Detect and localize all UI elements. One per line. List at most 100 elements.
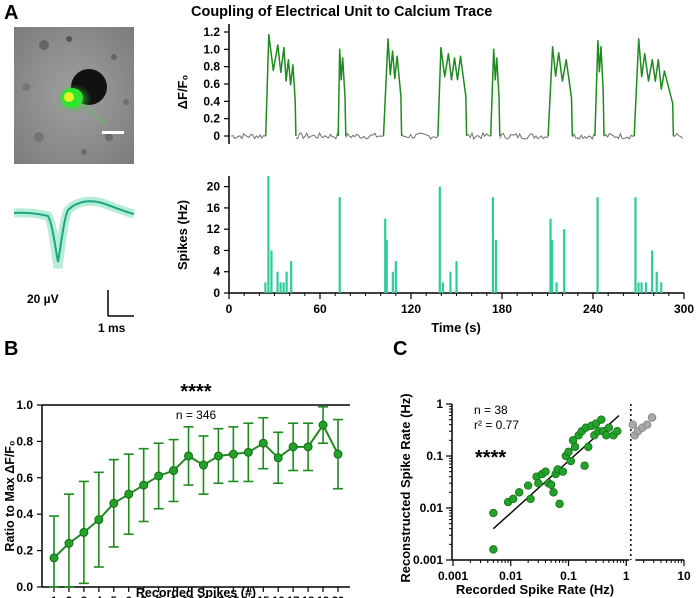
spike-rate-bar bbox=[644, 282, 648, 293]
scatter-point bbox=[570, 442, 580, 452]
x-tick-label: 0.1 bbox=[560, 569, 577, 583]
scatter-point bbox=[514, 488, 524, 497]
x-tick-label: 14 bbox=[242, 595, 255, 598]
scatter-point bbox=[541, 467, 550, 476]
scatter-point bbox=[489, 508, 498, 518]
amplitude-scale-label: 20 µV bbox=[27, 292, 59, 306]
scatter-chart: 0.001 0.01 0.1 1 0.001 0.01 0.1 1 10 Recorded Spi… bbox=[398, 393, 691, 597]
calcium-baseline-segment bbox=[499, 132, 549, 140]
spike-rate-bar bbox=[285, 271, 288, 293]
y-axis-label: Spikes (Hz) bbox=[175, 200, 190, 270]
mean-point bbox=[139, 480, 149, 490]
y-tick-label: 0.1 bbox=[426, 449, 443, 463]
scatter-point bbox=[604, 423, 614, 432]
x-tick-label: 0 bbox=[226, 302, 233, 316]
calcium-baseline-segment bbox=[401, 132, 439, 140]
x-axis-label: Recorded Spike Rate (Hz) bbox=[456, 582, 614, 597]
mean-point bbox=[94, 515, 104, 525]
x-axis-label: Time (s) bbox=[431, 320, 481, 335]
spike-rate-bar bbox=[651, 250, 654, 293]
panel-a-title: Coupling of Electrical Unit to Calcium T… bbox=[191, 4, 493, 20]
calcium-burst bbox=[337, 48, 347, 137]
x-tick-label: 1 bbox=[623, 569, 630, 583]
panel-label-a: A bbox=[4, 2, 19, 24]
y-tick-label: 0.001 bbox=[413, 553, 443, 567]
x-tick-label: 13 bbox=[227, 595, 239, 598]
y-axis-label: Ratio to Max ΔF/F₀ bbox=[3, 440, 17, 551]
calcium-baseline-segment bbox=[466, 131, 491, 141]
x-tick-label: 8 bbox=[156, 595, 162, 598]
y-tick-label: 0.4 bbox=[16, 507, 33, 521]
x-tick-label: 6 bbox=[126, 595, 132, 598]
calcium-burst bbox=[594, 39, 605, 137]
spike-rate-bar bbox=[394, 261, 397, 293]
y-tick-label: 0.01 bbox=[420, 501, 444, 515]
ratio-chart: 0.00.20.40.60.81.01234567891011121314151… bbox=[3, 381, 350, 598]
spike-rate-bar bbox=[491, 197, 494, 293]
mean-point bbox=[318, 420, 328, 430]
mean-point bbox=[258, 438, 268, 448]
x-tick-label: 5 bbox=[111, 595, 117, 598]
y-tick-label: 1 bbox=[436, 397, 443, 411]
y-tick-label: 0.8 bbox=[16, 434, 33, 448]
spike-rate-bar bbox=[441, 282, 444, 293]
mean-point bbox=[109, 498, 119, 508]
mean-point bbox=[154, 471, 164, 481]
spike-rate-bar bbox=[563, 229, 566, 293]
mean-point bbox=[303, 442, 313, 452]
scatter-point bbox=[549, 488, 558, 497]
y-tick-label: 0 bbox=[213, 129, 220, 143]
y-tick-label: 12 bbox=[207, 222, 221, 236]
calcium-burst bbox=[489, 48, 501, 137]
scatter-point-excluded bbox=[642, 420, 652, 429]
r2-annotation: r² = 0.77 bbox=[474, 418, 519, 432]
scatter-point bbox=[613, 426, 622, 436]
mean-point bbox=[169, 466, 179, 476]
spike-rate-bar bbox=[550, 239, 554, 293]
y-tick-label: 0.2 bbox=[16, 544, 33, 558]
spike-rate-bar bbox=[455, 261, 458, 293]
spike-rate-bar bbox=[338, 197, 341, 293]
mean-point bbox=[79, 527, 89, 537]
scatter-point bbox=[489, 545, 498, 554]
calcium-burst bbox=[264, 33, 297, 137]
x-tick-label: 120 bbox=[401, 302, 421, 316]
panel-label-c: C bbox=[393, 338, 408, 360]
y-tick-label: 0.8 bbox=[203, 60, 220, 74]
mean-point bbox=[124, 489, 134, 499]
spike-rate-bar bbox=[655, 271, 658, 293]
scatter-point-excluded bbox=[647, 413, 657, 422]
y-tick-label: 1.2 bbox=[203, 25, 220, 39]
spike-rate-bar bbox=[438, 186, 441, 293]
x-tick-label: 18 bbox=[302, 595, 314, 598]
mean-point bbox=[273, 453, 283, 463]
panel-label-b: B bbox=[4, 338, 19, 360]
x-tick-label: 10 bbox=[677, 569, 691, 583]
mean-point bbox=[333, 449, 343, 459]
calcium-baseline-segment bbox=[345, 132, 384, 140]
spike-rate-bar bbox=[384, 218, 387, 293]
scatter-point bbox=[526, 494, 535, 504]
scatter-point bbox=[508, 494, 518, 504]
x-tick-label: 180 bbox=[492, 302, 512, 316]
spike-rate-bar bbox=[276, 271, 279, 293]
spike-rate-bar bbox=[385, 239, 388, 293]
scatter-point bbox=[597, 415, 606, 424]
mean-point bbox=[213, 451, 223, 461]
x-tick-label: 12 bbox=[212, 595, 224, 598]
x-tick-label: 9 bbox=[171, 595, 177, 598]
spike-rate-chart: 0 4 8 12 16 20 0 60 120 180 240 300 Time (s) Spikes (… bbox=[175, 176, 694, 335]
spike-rate-bar bbox=[264, 282, 267, 293]
scatter-point bbox=[566, 456, 576, 466]
scatter-point bbox=[584, 442, 593, 452]
spike-rate-bar bbox=[494, 239, 498, 293]
y-tick-label: 20 bbox=[207, 180, 221, 194]
spike-rate-bar bbox=[640, 282, 643, 293]
scatter-point bbox=[580, 461, 589, 470]
spike-rate-bar bbox=[391, 271, 394, 293]
x-tick-label: 60 bbox=[313, 302, 327, 316]
y-axis-label: ΔF/F₀ bbox=[175, 75, 190, 110]
spike-rate-bar bbox=[270, 250, 273, 293]
time-scale-label: 1 ms bbox=[98, 321, 126, 335]
scatter-point bbox=[564, 447, 573, 457]
